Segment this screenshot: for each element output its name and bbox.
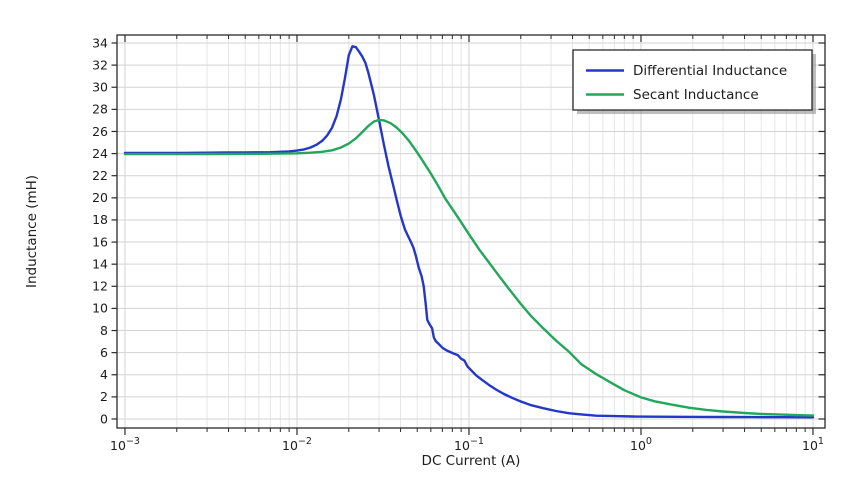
x-tick-label: 10−2 bbox=[282, 436, 312, 453]
legend-label: Differential Inductance bbox=[633, 63, 787, 79]
series-line-secant-inductance bbox=[123, 118, 815, 417]
y-tick-label: 20 bbox=[92, 190, 108, 205]
plot-border bbox=[116, 34, 826, 429]
legend: Differential Inductance Secant Inductance bbox=[572, 49, 816, 114]
y-tick-label: 32 bbox=[92, 57, 108, 72]
y-tick-label: 24 bbox=[92, 146, 108, 161]
y-tick-label: 30 bbox=[92, 80, 108, 95]
y-tick-label: 18 bbox=[92, 212, 108, 227]
grid-major-layer bbox=[117, 35, 825, 428]
y-tick-label: 8 bbox=[100, 323, 108, 338]
y-tick-label: 6 bbox=[100, 345, 108, 360]
y-tick-label: 14 bbox=[92, 256, 108, 271]
axis-ticks bbox=[111, 35, 825, 435]
x-tick-label: 100 bbox=[630, 436, 652, 453]
series-layer bbox=[123, 45, 815, 419]
y-tick-label: 12 bbox=[92, 279, 108, 294]
x-tick-label: 101 bbox=[802, 436, 824, 453]
series-line-differential-inductance bbox=[123, 45, 815, 419]
axis-tick-labels: 10−3 10−2 10−1 100 1010246810121416182022242… bbox=[92, 35, 824, 453]
x-tick-label: 10−1 bbox=[454, 436, 484, 453]
grid-minor-layer bbox=[176, 35, 806, 428]
y-tick-label: 26 bbox=[92, 124, 108, 139]
y-tick-label: 2 bbox=[100, 389, 108, 404]
x-tick-label: 10−3 bbox=[110, 436, 140, 453]
y-tick-label: 34 bbox=[92, 35, 108, 50]
y-tick-label: 22 bbox=[92, 168, 108, 183]
x-axis-label: DC Current (A) bbox=[422, 453, 521, 469]
y-tick-label: 10 bbox=[92, 301, 108, 316]
y-tick-label: 28 bbox=[92, 102, 108, 117]
y-tick-label: 16 bbox=[92, 234, 108, 249]
y-tick-label: 0 bbox=[100, 411, 108, 426]
y-axis-label: Inductance (mH) bbox=[24, 175, 40, 288]
legend-label: Secant Inductance bbox=[633, 87, 759, 103]
y-tick-label: 4 bbox=[100, 367, 108, 382]
legend-box bbox=[572, 49, 813, 111]
